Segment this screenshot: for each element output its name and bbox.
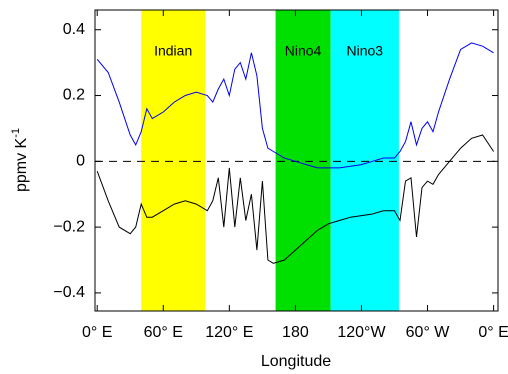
region-label: Nino3	[346, 43, 383, 59]
region-label: Indian	[154, 43, 192, 59]
y-tick-label: −0.4	[53, 284, 85, 301]
series-line	[96, 42, 494, 169]
x-axis-label: Longitude	[261, 353, 331, 370]
x-tick-label: 0° E	[82, 324, 112, 341]
y-tick-label: 0.4	[63, 21, 85, 38]
x-tick-label: 60° E	[144, 324, 183, 341]
x-tick-label: 120° E	[205, 324, 253, 341]
region-band	[141, 10, 206, 311]
y-tick-label: 0.2	[63, 87, 85, 104]
region-band	[275, 10, 331, 311]
y-tick-label: −0.2	[53, 218, 85, 235]
x-tick-label: 120°W	[337, 324, 386, 341]
y-axis-label-sup: -1	[10, 128, 22, 138]
y-axis-label: ppmv K-1	[10, 128, 30, 192]
y-axis-label-main: ppmv K	[13, 137, 30, 192]
plot-frame	[94, 9, 499, 312]
region-label: Nino4	[285, 43, 322, 59]
y-tick-label: 0	[76, 153, 85, 170]
x-tick-label: 60° W	[406, 324, 451, 341]
x-tick-label: 180	[282, 324, 309, 341]
regions: Indian Nino4 Nino3	[141, 10, 399, 311]
x-tick-label: 0° E	[478, 324, 508, 341]
region-band	[330, 10, 399, 311]
plot-lines	[95, 42, 498, 264]
series-line	[96, 134, 495, 264]
